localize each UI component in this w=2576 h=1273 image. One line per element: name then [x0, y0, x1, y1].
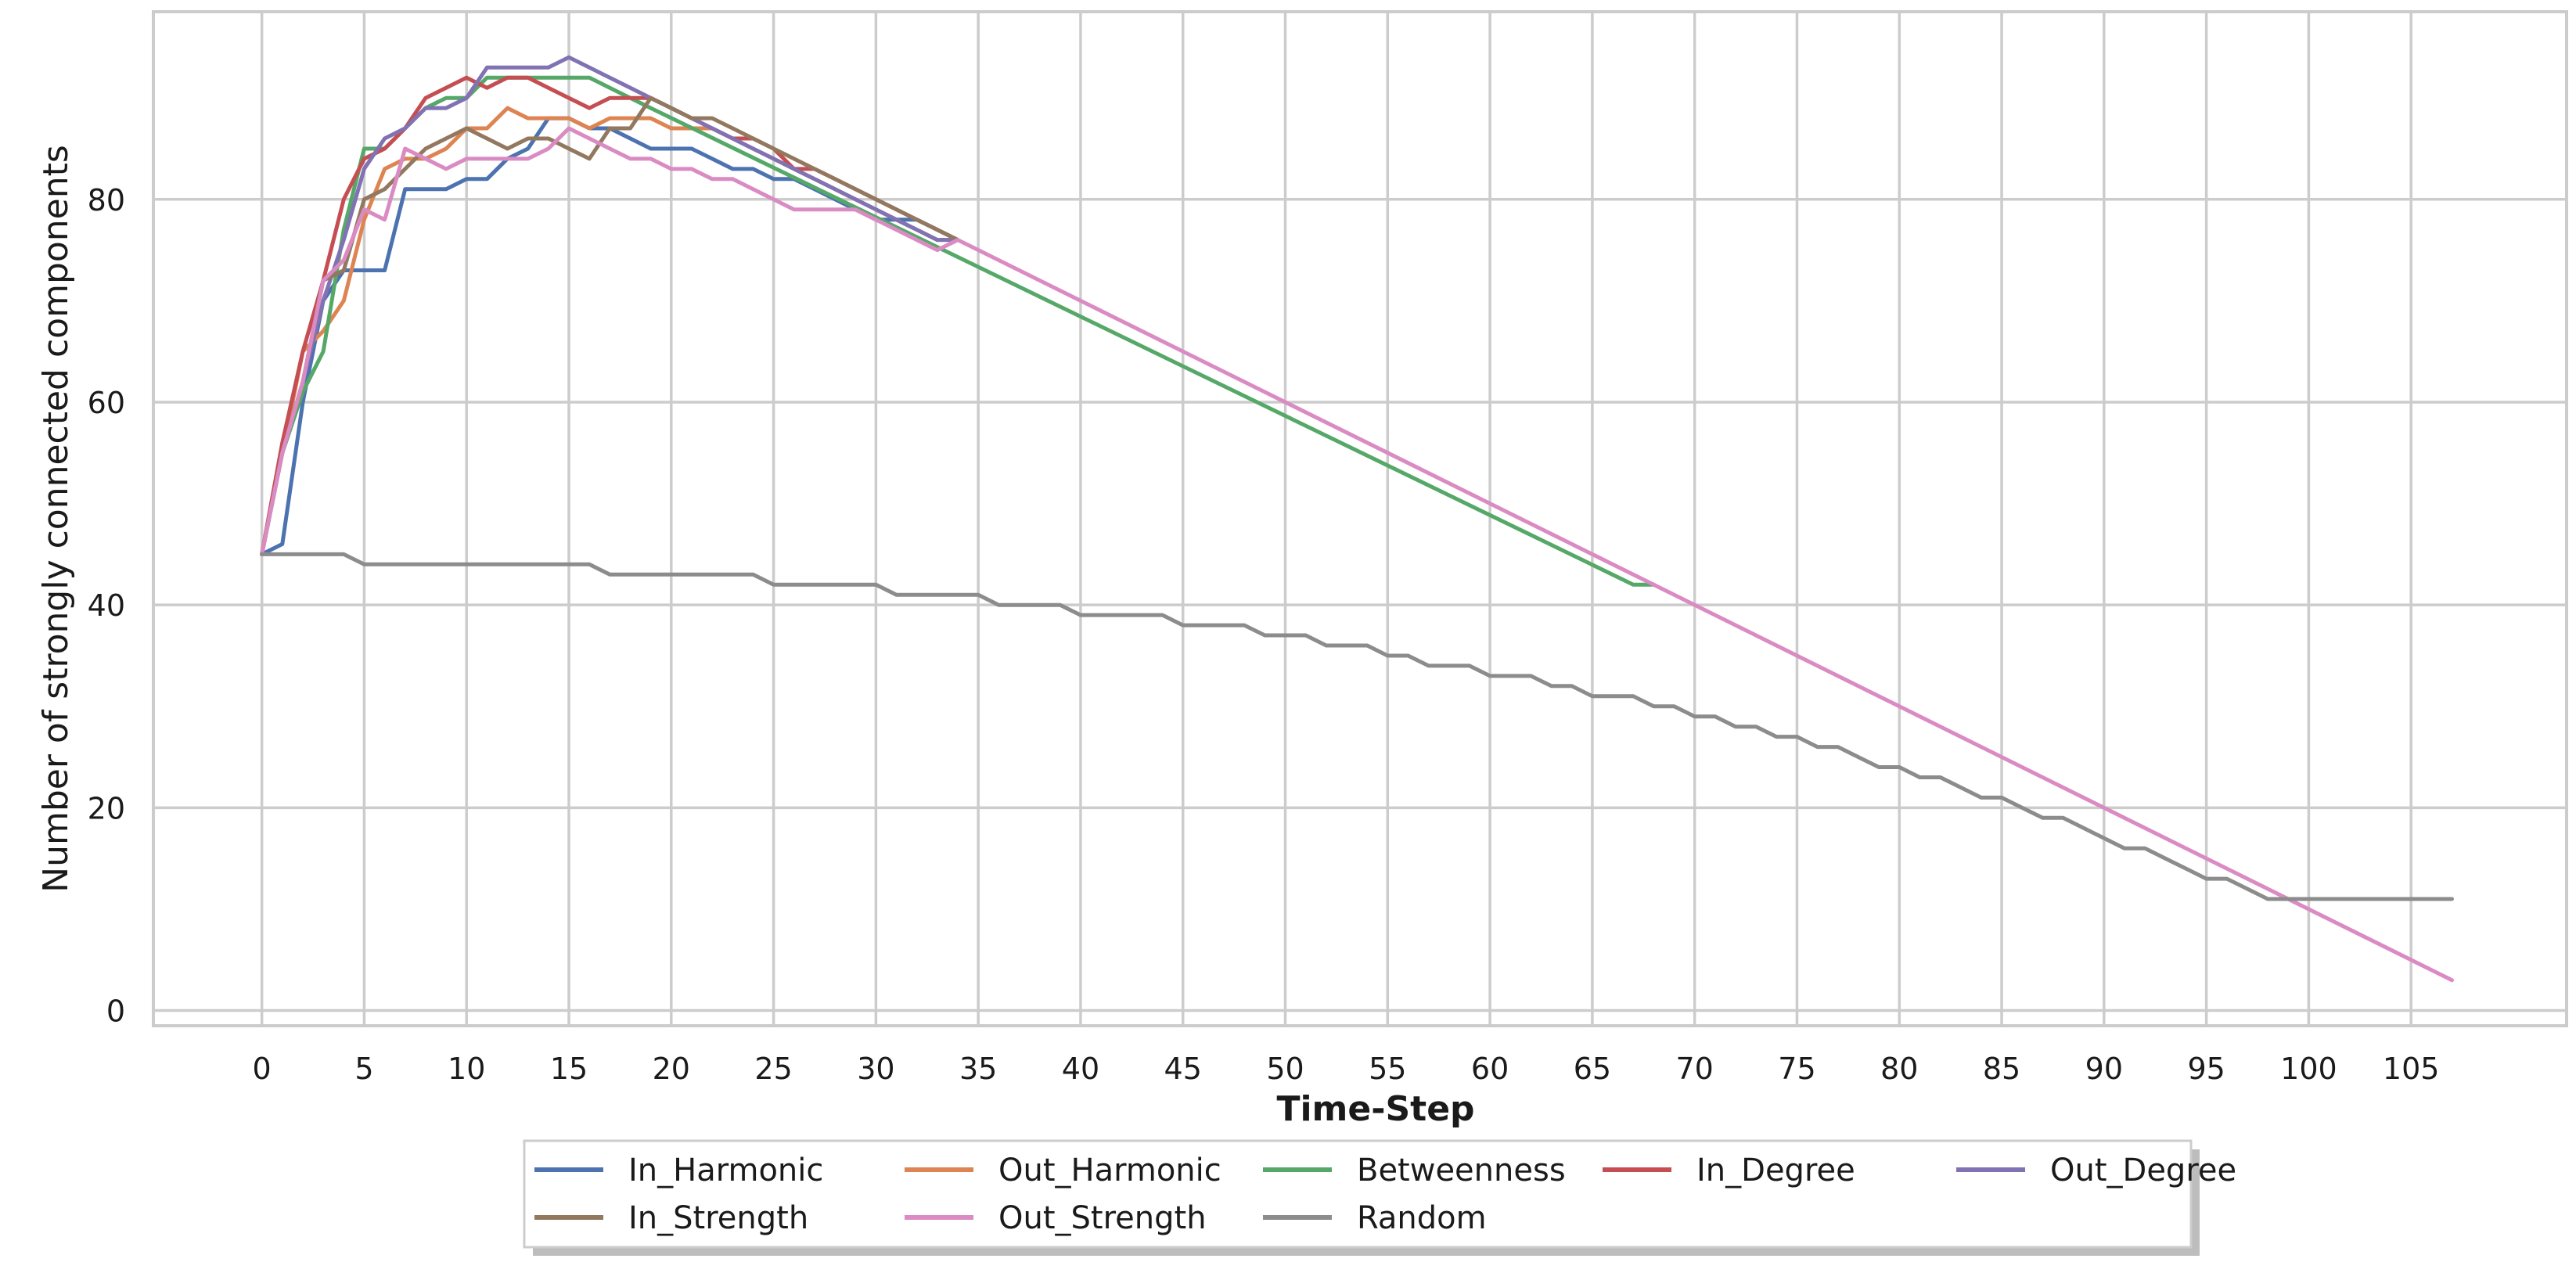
x-tick-label: 95 — [2187, 1052, 2225, 1086]
x-tick-label: 60 — [1471, 1052, 1509, 1086]
x-tick-label: 55 — [1369, 1052, 1406, 1086]
x-tick-label: 50 — [1266, 1052, 1304, 1086]
x-axis-label: Time-Step — [1276, 1089, 1474, 1129]
y-tick-label: 60 — [88, 386, 125, 420]
x-tick-label: 15 — [550, 1052, 588, 1086]
y-tick-label: 0 — [106, 994, 125, 1029]
x-tick-label: 10 — [448, 1052, 485, 1086]
x-tick-label: 35 — [959, 1052, 997, 1086]
x-tick-label: 45 — [1164, 1052, 1202, 1086]
x-tick-label: 105 — [2383, 1052, 2440, 1086]
legend-label-out-strength: Out_Strength — [998, 1200, 1207, 1236]
legend: In_Harmonic Out_Harmonic Betweenness In_Deg… — [523, 1139, 2236, 1256]
x-tick-label: 85 — [1983, 1052, 2020, 1086]
x-tick-label: 0 — [253, 1052, 272, 1086]
tick-labels: 0 5 10 15 20 25 30 35 40 45 50 55 60 65 70 75 80 85 90 95 10… — [88, 183, 2440, 1086]
legend-label-in-harmonic: In_Harmonic — [628, 1153, 823, 1188]
series-line-in-strength — [260, 95, 960, 556]
x-tick-label: 100 — [2280, 1052, 2337, 1086]
series-line-out-strength — [260, 126, 2454, 983]
x-tick-label: 75 — [1778, 1052, 1815, 1086]
series-line-betweenness — [260, 75, 1656, 587]
x-tick-label: 65 — [1574, 1052, 1611, 1086]
x-tick-label: 30 — [857, 1052, 894, 1086]
series-line-in-harmonic — [260, 116, 960, 556]
plot-frame — [152, 10, 2568, 1027]
x-tick-label: 5 — [354, 1052, 373, 1086]
legend-label-in-degree: In_Degree — [1696, 1153, 1855, 1188]
legend-label-in-strength: In_Strength — [628, 1200, 808, 1236]
legend-label-random: Random — [1357, 1200, 1487, 1236]
y-tick-label: 40 — [88, 588, 125, 623]
x-tick-label: 90 — [2085, 1052, 2123, 1086]
y-axis-label: Number of strongly connected components — [36, 145, 76, 893]
series-line-out-harmonic — [260, 106, 960, 556]
legend-label-out-harmonic: Out_Harmonic — [998, 1153, 1221, 1188]
grid — [153, 12, 2567, 1026]
legend-label-betweenness: Betweenness — [1357, 1153, 1566, 1188]
x-tick-label: 20 — [653, 1052, 690, 1086]
y-tick-label: 80 — [88, 183, 125, 218]
series-layer — [260, 55, 2454, 983]
legend-label-out-degree: Out_Degree — [2050, 1153, 2236, 1188]
series-line-random — [260, 552, 2454, 901]
x-tick-label: 40 — [1062, 1052, 1099, 1086]
x-tick-label: 25 — [754, 1052, 792, 1086]
x-tick-label: 80 — [1880, 1052, 1918, 1086]
series-line-out-degree — [260, 55, 960, 556]
legend-box — [523, 1139, 2193, 1249]
x-tick-label: 70 — [1675, 1052, 1713, 1086]
y-tick-label: 20 — [88, 791, 125, 825]
